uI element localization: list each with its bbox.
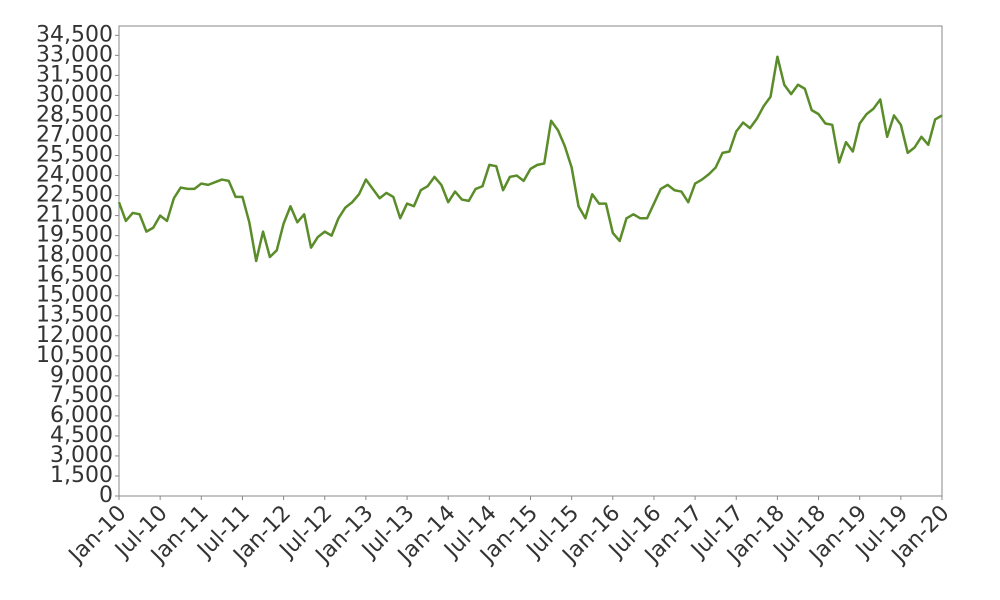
y-tick-label: 10,500 xyxy=(36,343,113,368)
y-tick-label: 12,000 xyxy=(36,323,113,348)
y-tick-label: 31,500 xyxy=(36,62,113,87)
y-tick-label: 25,500 xyxy=(36,143,113,168)
y-tick-label: 15,000 xyxy=(36,283,113,308)
y-tick-label: 21,000 xyxy=(36,203,113,228)
y-tick-label: 28,500 xyxy=(36,102,113,127)
y-tick-label: 24,000 xyxy=(36,163,113,188)
y-tick-label: 27,000 xyxy=(36,122,113,147)
y-tick-label: 9,000 xyxy=(50,363,113,388)
y-tick-label: 0 xyxy=(99,483,113,508)
y-tick-label: 6,000 xyxy=(50,403,113,428)
y-tick-label: 18,000 xyxy=(36,243,113,268)
line-series xyxy=(117,55,943,263)
y-tick-label: 1,500 xyxy=(50,463,113,488)
y-tick-label: 22,500 xyxy=(36,183,113,208)
y-tick-label: 33,000 xyxy=(36,42,113,67)
y-tick-label: 30,000 xyxy=(36,82,113,107)
y-tick-label: 4,500 xyxy=(50,423,113,448)
y-tick-label: 16,500 xyxy=(36,263,113,288)
y-tick-label: 3,000 xyxy=(50,443,113,468)
y-tick-label: 7,500 xyxy=(50,383,113,408)
y-tick-label: 19,500 xyxy=(36,223,113,248)
y-tick-label: 34,500 xyxy=(36,22,113,47)
y-tick-label: 13,500 xyxy=(36,303,113,328)
plot-frame xyxy=(118,25,943,497)
